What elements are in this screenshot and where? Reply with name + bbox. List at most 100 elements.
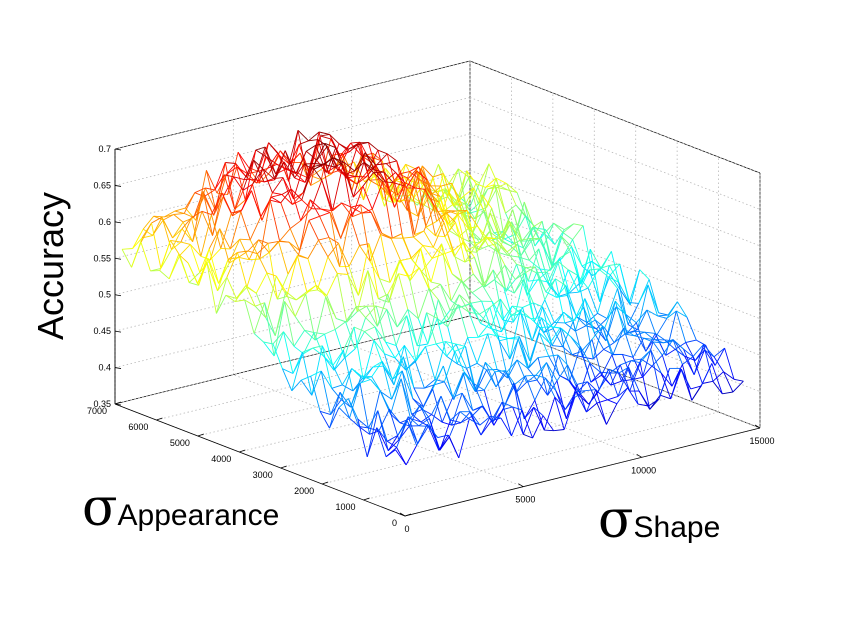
surface-mesh-segment bbox=[635, 322, 647, 352]
surface-mesh-segment bbox=[556, 294, 568, 298]
surface-mesh-segment bbox=[417, 343, 428, 347]
surface-mesh-segment bbox=[301, 166, 313, 201]
surface-mesh-segment bbox=[255, 272, 268, 294]
surface-mesh-segment bbox=[585, 389, 597, 413]
surface-mesh-segment bbox=[608, 368, 619, 397]
surface-mesh-segment bbox=[319, 410, 331, 416]
surface-mesh-segment bbox=[245, 285, 256, 307]
surface-mesh-segment bbox=[531, 317, 542, 342]
surface-mesh-segment bbox=[300, 379, 313, 396]
surface-mesh-segment bbox=[438, 434, 449, 451]
surface-mesh-segment bbox=[192, 211, 203, 242]
surface-mesh-segment bbox=[428, 418, 440, 451]
z-tick-label: 0.35 bbox=[93, 399, 111, 409]
surface-mesh-segment bbox=[361, 208, 373, 214]
surface-mesh-segment bbox=[322, 164, 333, 211]
surface-mesh-segment bbox=[376, 305, 387, 310]
surface-mesh-segment bbox=[429, 283, 441, 292]
surface-mesh-segment bbox=[226, 252, 238, 278]
appearance-tick-label: 1000 bbox=[336, 502, 356, 512]
surface-mesh-segment bbox=[193, 191, 204, 218]
surface-mesh-segment bbox=[651, 365, 662, 374]
surface-mesh-segment bbox=[501, 401, 513, 408]
surface-mesh-segment bbox=[470, 300, 482, 304]
appearance-gridline bbox=[280, 379, 636, 469]
surface-mesh-segment bbox=[562, 223, 574, 234]
appearance-tick bbox=[280, 465, 287, 469]
appearance-tick bbox=[197, 433, 204, 437]
surface-mesh-segment bbox=[355, 306, 366, 318]
surface-mesh-segment bbox=[308, 215, 320, 221]
surface-mesh-segment bbox=[392, 370, 403, 380]
surface-mesh-segment bbox=[281, 188, 292, 195]
surface-mesh-segment bbox=[409, 267, 420, 282]
surface-mesh-segment bbox=[514, 375, 526, 385]
surface-mesh-segment bbox=[386, 440, 397, 448]
surface-mesh-segment bbox=[374, 326, 386, 343]
surface-mesh-segment bbox=[173, 212, 185, 215]
surface-mesh-segment bbox=[441, 397, 454, 423]
surface-mesh-segment bbox=[553, 222, 564, 234]
surface-mesh-segment bbox=[494, 184, 505, 240]
surface-mesh-segment bbox=[407, 309, 418, 346]
surface-mesh-segment bbox=[383, 172, 395, 208]
surface-mesh-segment bbox=[654, 333, 667, 356]
surface-mesh-segment bbox=[174, 210, 185, 214]
surface-mesh-segment bbox=[151, 222, 162, 269]
surface-mesh-segment bbox=[414, 360, 425, 389]
surface-mesh-segment bbox=[564, 322, 576, 332]
surface-mesh-segment bbox=[557, 260, 568, 296]
surface-mesh-segment bbox=[425, 220, 437, 228]
surface-mesh-segment bbox=[554, 396, 566, 410]
surface-mesh-segment bbox=[339, 142, 352, 157]
surface-mesh-segment bbox=[501, 315, 512, 333]
surface-mesh-segment bbox=[544, 299, 555, 323]
surface-mesh-segment bbox=[386, 309, 398, 328]
surface-mesh-segment bbox=[240, 190, 252, 212]
surface-mesh-segment bbox=[542, 306, 554, 329]
surface-mesh-segment bbox=[535, 374, 546, 379]
surface-mesh-segment bbox=[622, 353, 634, 358]
z-axis-label: Accuracy bbox=[30, 191, 71, 340]
surface-mesh-segment bbox=[234, 179, 245, 210]
surface-mesh-segment bbox=[509, 309, 521, 360]
surface-mesh-segment bbox=[519, 237, 531, 241]
surface-mesh-segment bbox=[534, 266, 546, 300]
surface-mesh-segment bbox=[534, 266, 547, 293]
surface-mesh-segment bbox=[584, 298, 596, 321]
surface-mesh-segment bbox=[357, 305, 367, 312]
surface-mesh-segment bbox=[257, 242, 269, 255]
surface-mesh-segment bbox=[482, 285, 493, 302]
surface-mesh-segment bbox=[607, 399, 618, 405]
surface-mesh-segment bbox=[339, 392, 350, 419]
surface-mesh-segment bbox=[407, 178, 419, 217]
surface-mesh-segment bbox=[384, 353, 396, 359]
surface-mesh-segment bbox=[232, 190, 244, 217]
surface-mesh-segment bbox=[417, 179, 428, 217]
surface-mesh-segment bbox=[132, 237, 143, 249]
surface-mesh-segment bbox=[590, 371, 601, 383]
surface-mesh-segment bbox=[312, 166, 323, 181]
surface-mesh-segment bbox=[247, 250, 258, 255]
surface-mesh-segment bbox=[412, 398, 423, 410]
surface-mesh-segment bbox=[471, 285, 483, 294]
surface-mesh-segment bbox=[437, 211, 449, 224]
surface-mesh-segment bbox=[575, 390, 586, 393]
surface-mesh-segment bbox=[414, 189, 426, 235]
surface-mesh-segment bbox=[209, 228, 221, 260]
surface-mesh-segment bbox=[469, 418, 481, 426]
surface-mesh-segment bbox=[437, 299, 449, 327]
surface-mesh-segment bbox=[515, 375, 526, 393]
surface-mesh-segment bbox=[366, 305, 378, 327]
surface-mesh-segment bbox=[732, 380, 744, 393]
surface-mesh-segment bbox=[347, 274, 359, 296]
surface-mesh-segment bbox=[438, 202, 449, 224]
surface-mesh-segment bbox=[131, 242, 142, 268]
surface-mesh-segment bbox=[523, 279, 535, 322]
surface-mesh-segment bbox=[502, 382, 515, 410]
surface-mesh-segment bbox=[234, 199, 246, 210]
surface-mesh-segment bbox=[498, 252, 509, 257]
surface-mesh-segment bbox=[533, 407, 545, 431]
surface-mesh-segment bbox=[341, 202, 353, 217]
surface-mesh-segment bbox=[318, 237, 330, 241]
